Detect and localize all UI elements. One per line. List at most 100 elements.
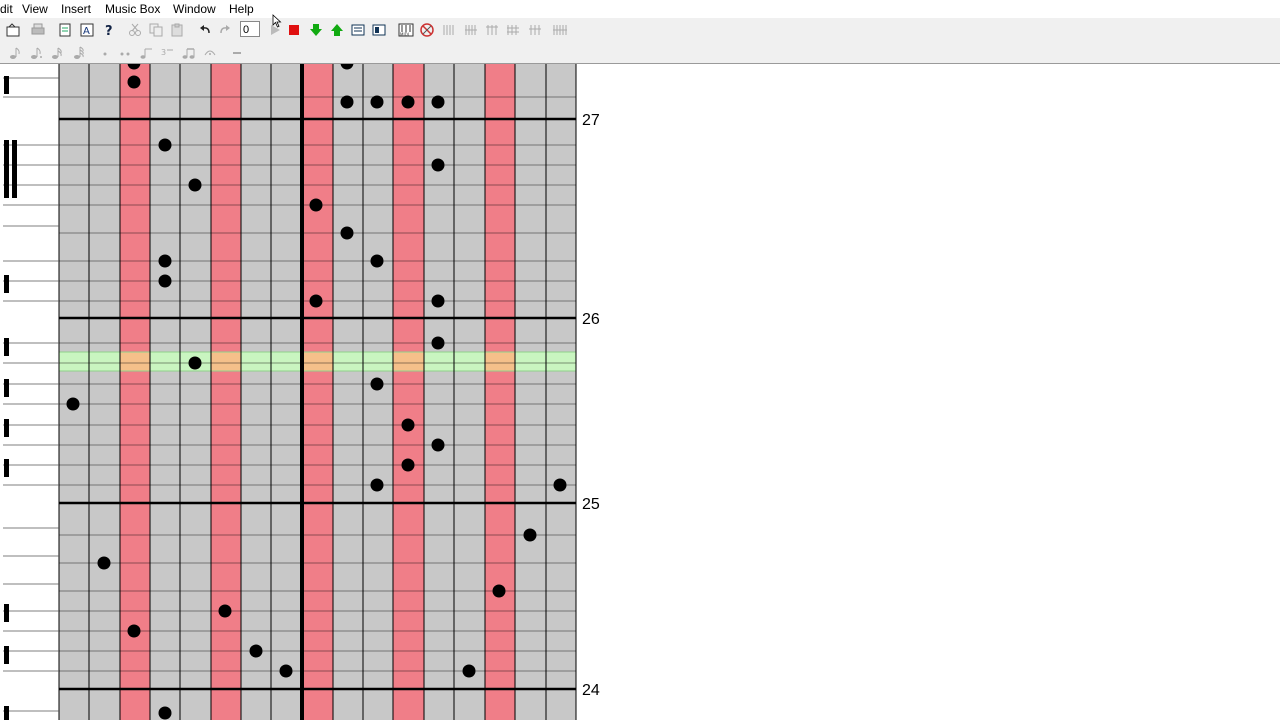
grid-view-5-icon[interactable]: [526, 21, 544, 39]
new-icon[interactable]: [56, 21, 74, 39]
note-hole: [523, 528, 537, 542]
sixteenth-note-icon[interactable]: [48, 44, 66, 62]
settings-icon[interactable]: [418, 21, 436, 39]
note-hole: [370, 254, 384, 268]
stop-icon[interactable]: [285, 21, 303, 39]
note-hole: [431, 294, 445, 308]
arrow-up-icon[interactable]: [328, 21, 346, 39]
note-hole: [370, 95, 384, 109]
redo-icon[interactable]: [216, 21, 234, 39]
staff-marker: [4, 338, 9, 356]
staff-marker: [4, 76, 9, 94]
menu-insert[interactable]: Insert: [61, 2, 92, 16]
paste-icon[interactable]: [168, 21, 186, 39]
tempo-input[interactable]: 0: [240, 21, 260, 37]
menu-edit[interactable]: dit: [0, 2, 13, 16]
measure-number: 25: [582, 496, 600, 513]
note-hole: [127, 75, 141, 89]
help-icon[interactable]: ?: [100, 21, 118, 39]
dot-icon[interactable]: [96, 44, 114, 62]
midi-icon[interactable]: MIDI: [397, 21, 415, 39]
note-hole: [309, 198, 323, 212]
grid-view-4-icon[interactable]: [504, 21, 522, 39]
grid-view-6-icon[interactable]: [551, 21, 569, 39]
measure-number: 24: [582, 682, 600, 699]
double-dot-icon[interactable]: [116, 44, 134, 62]
note-hole: [401, 458, 415, 472]
lane: [180, 64, 211, 720]
beam-icon[interactable]: [180, 44, 198, 62]
play-icon[interactable]: [266, 21, 284, 39]
print-icon[interactable]: [29, 21, 47, 39]
lane: [546, 64, 576, 720]
note-hole: [340, 95, 354, 109]
note-hole: [401, 418, 415, 432]
eighth-note-icon[interactable]: [6, 44, 24, 62]
lane: [150, 64, 180, 720]
grid-view-2-icon[interactable]: [462, 21, 480, 39]
grid-view-3-icon[interactable]: [483, 21, 501, 39]
lane: [485, 64, 515, 720]
note-hole: [401, 95, 415, 109]
import-icon[interactable]: [370, 21, 388, 39]
mouse-cursor-icon: [272, 14, 282, 28]
triplet-icon[interactable]: 3: [158, 44, 176, 62]
menu-music-box[interactable]: Music Box: [105, 2, 161, 16]
note-hole: [158, 706, 172, 720]
playback-row-highlight-cell: [485, 352, 515, 371]
music-box-strip[interactable]: 27 26 25 24: [0, 64, 1280, 720]
svg-text:A: A: [83, 26, 90, 37]
note-hole: [218, 604, 232, 618]
tie-icon[interactable]: [137, 44, 155, 62]
staff-marker: [4, 459, 9, 477]
note-hole: [158, 138, 172, 152]
staff-marker: [4, 646, 9, 664]
note-hole: [279, 664, 293, 678]
dotted-eighth-icon[interactable]: [27, 44, 45, 62]
note-hole: [462, 664, 476, 678]
lane: [333, 64, 363, 720]
grid-view-1-icon[interactable]: [440, 21, 458, 39]
measure-number: 26: [582, 311, 600, 328]
main-toolbar: A ? 0 MIDI: [0, 14, 1280, 43]
menu-help[interactable]: Help: [229, 2, 254, 16]
note-hole: [340, 226, 354, 240]
thirty-second-note-icon[interactable]: [70, 44, 88, 62]
note-hole: [431, 438, 445, 452]
open-icon[interactable]: [4, 21, 22, 39]
note-hole: [158, 254, 172, 268]
lane: [271, 64, 302, 720]
fermata-icon[interactable]: [201, 44, 219, 62]
note-hole: [127, 64, 141, 70]
lane: [454, 64, 485, 720]
svg-text:3: 3: [161, 48, 166, 57]
staff-marker: [12, 140, 17, 198]
note-hole: [431, 158, 445, 172]
playback-row-highlight-cell: [211, 352, 241, 371]
cut-icon[interactable]: [126, 21, 144, 39]
note-hole: [309, 294, 323, 308]
menu-view[interactable]: View: [22, 2, 48, 16]
menu-bar: dit View Insert Music Box Window Help: [0, 0, 1280, 18]
copy-icon[interactable]: [147, 21, 165, 39]
lane: [515, 64, 546, 720]
text-icon[interactable]: A: [78, 21, 96, 39]
undo-icon[interactable]: [196, 21, 214, 39]
note-hole: [97, 556, 111, 570]
lane: [89, 64, 120, 720]
playback-row-highlight-cell: [302, 352, 333, 371]
note-hole: [553, 478, 567, 492]
rest-icon[interactable]: [228, 44, 246, 62]
music-box-workspace: 27 26 25 24: [0, 64, 1280, 720]
note-hole: [66, 397, 80, 411]
playback-row-highlight-cell: [393, 352, 424, 371]
staff-marker: [4, 419, 9, 437]
note-hole: [188, 356, 202, 370]
menu-window[interactable]: Window: [173, 2, 216, 16]
export-icon[interactable]: [349, 21, 367, 39]
staff-marker: [4, 379, 9, 397]
svg-text:MIDI: MIDI: [400, 32, 409, 37]
arrow-down-icon[interactable]: [307, 21, 325, 39]
note-hole: [188, 178, 202, 192]
svg-text:?: ?: [105, 24, 113, 37]
